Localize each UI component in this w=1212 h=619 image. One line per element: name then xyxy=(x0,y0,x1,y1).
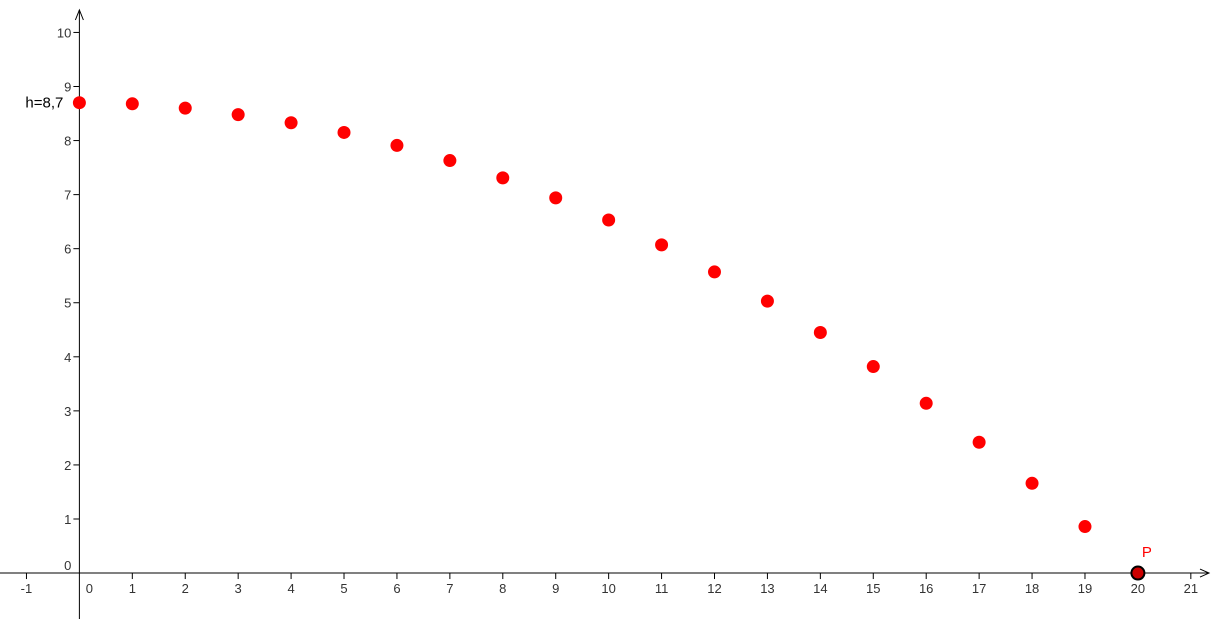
y-tick-label: 2 xyxy=(64,458,71,473)
data-point xyxy=(1025,476,1039,490)
x-tick-label: 8 xyxy=(499,581,506,596)
y-tick-label: 9 xyxy=(64,79,71,94)
data-point xyxy=(178,101,192,115)
data-point xyxy=(337,125,351,139)
y-axis-ticks: 0 1 2 3 4 5 6 7 8 9 10 xyxy=(57,25,80,573)
x-tick-label: 4 xyxy=(287,581,294,596)
y-tick-label: 3 xyxy=(64,404,71,419)
y-tick-label: 5 xyxy=(64,296,71,311)
x-axis-arrow xyxy=(1199,568,1211,578)
data-point xyxy=(390,138,404,152)
data-point xyxy=(866,360,880,374)
x-tick-label: 1 xyxy=(129,581,136,596)
x-tick-label: 12 xyxy=(707,581,721,596)
y-tick-label: 6 xyxy=(64,242,71,257)
h-value-label: h=8,7 xyxy=(25,95,63,112)
point-p-label: P xyxy=(1142,544,1152,561)
x-tick-label: 18 xyxy=(1025,581,1039,596)
x-tick-label: 16 xyxy=(919,581,933,596)
data-point xyxy=(284,116,298,130)
x-tick-label: 10 xyxy=(601,581,615,596)
data-point xyxy=(972,435,986,449)
data-point xyxy=(125,97,139,111)
data-point xyxy=(443,154,457,168)
x-tick-label: 6 xyxy=(393,581,400,596)
data-point xyxy=(813,325,827,339)
point-p[interactable] xyxy=(1130,565,1146,581)
x-tick-label: -1 xyxy=(21,581,33,596)
y-tick-label: 0 xyxy=(64,558,71,573)
data-point xyxy=(231,108,245,122)
x-tick-label: 11 xyxy=(655,581,669,596)
y-tick-label: 4 xyxy=(64,350,71,365)
data-point xyxy=(760,294,774,308)
x-tick-label: 19 xyxy=(1078,581,1092,596)
data-point xyxy=(549,191,563,205)
data-point xyxy=(707,265,721,279)
x-tick-label: 0 xyxy=(86,581,93,596)
x-tick-label: 20 xyxy=(1131,581,1145,596)
y-tick-label: 1 xyxy=(64,512,71,527)
data-point xyxy=(919,396,933,410)
data-point xyxy=(1078,520,1092,534)
data-point xyxy=(602,213,616,227)
x-tick-label: 15 xyxy=(866,581,880,596)
x-tick-label: 9 xyxy=(552,581,559,596)
y-tick-label: 10 xyxy=(57,25,71,40)
data-points xyxy=(72,96,1092,534)
x-tick-label: 13 xyxy=(760,581,774,596)
x-tick-label: 17 xyxy=(972,581,986,596)
x-tick-label: 14 xyxy=(813,581,827,596)
y-tick-label: 8 xyxy=(64,134,71,149)
x-tick-label: 21 xyxy=(1184,581,1198,596)
data-point xyxy=(496,171,510,185)
data-point xyxy=(655,238,669,252)
y-tick-label: 7 xyxy=(64,188,71,203)
x-axis-ticks: -1 0 1 2 3 4 5 6 7 8 9 10 11 12 13 14 15 16 17 18 19 20 21 xyxy=(21,573,1198,596)
y-axis-arrow xyxy=(74,8,84,21)
x-tick-label: 2 xyxy=(182,581,189,596)
axes xyxy=(0,8,1211,619)
data-point xyxy=(72,96,86,110)
x-tick-label: 5 xyxy=(340,581,347,596)
x-tick-label: 7 xyxy=(446,581,453,596)
x-tick-label: 3 xyxy=(235,581,242,596)
